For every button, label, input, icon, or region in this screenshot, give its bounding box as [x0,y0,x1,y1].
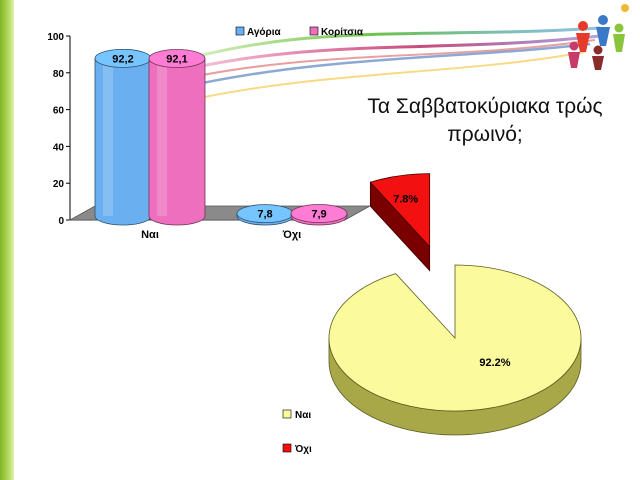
pie-legend-swatch-yes [282,409,292,419]
decorative-ribbons [149,26,601,101]
y-tick-label: 80 [53,69,65,80]
bar-boys-1: 7,8 [236,204,294,226]
bar-value-label: 7,8 [257,209,272,221]
bar-value-label: 92,2 [112,53,133,65]
bar-chart: 0 20 40 60 80 100 92,2 92,1 Ναι 7,8 7,9 Όχι Αγόρια… [47,26,372,241]
legend-label-boys: Αγόρια [247,27,281,38]
bar-chart-legend: Αγόρια Κορίτσια [235,26,364,38]
bar-body [148,58,206,226]
bar-highlight [157,58,167,217]
bar-chart-bars: 92,2 92,1 Ναι 7,8 7,9 Όχι [94,48,348,241]
y-tick-label: 40 [53,142,65,153]
pie-chart-slices: 92.2% 7.8% [328,173,582,436]
legend-label-girls: Κορίτσια [321,27,364,38]
pie-chart: 92.2% 7.8% Ναι Όχι [282,173,582,455]
slide-title: Τα Σαββατοκύριακα τρώς πρωινό; [340,93,630,149]
bar-value-label: 92,1 [166,54,187,66]
y-tick-label: 0 [58,216,64,227]
pie-legend-label-yes: Ναι [295,410,311,421]
x-category-label: Ναι [141,229,159,241]
bar-top [290,204,348,223]
pie-legend-swatch-no [282,443,292,453]
pie-slice-yes: 92.2% [328,264,582,436]
y-tick-label: 60 [53,106,65,117]
legend-swatch-girls [309,26,319,36]
y-tick-label: 100 [47,32,64,43]
bar-value-label: 7,9 [311,208,326,220]
pie-value-label-yes: 92.2% [479,357,510,369]
x-category-label: Όχι [282,229,301,241]
bar-boys-0: 92,2 [94,48,152,226]
slide-title-line2: πρωινό; [447,123,523,146]
pie-value-label-no: 7.8% [393,194,418,206]
bar-girls-1: 7,9 [290,204,348,226]
slide-title-line1: Τα Σαββατοκύριακα τρώς [367,95,603,118]
legend-swatch-boys [235,26,245,36]
decorative-side-stripe [0,0,14,480]
bar-top [148,49,206,68]
bar-highlight [103,58,113,216]
pie-slice-top [369,173,431,248]
decorative-people-logo [568,4,629,70]
bar-girls-0: 92,1 [148,49,206,226]
pie-chart-legend: Ναι Όχι [282,409,312,455]
pie-slice-no: 7.8% [369,173,431,272]
y-tick-label: 20 [53,179,65,190]
pie-slice-top [328,264,582,412]
pie-legend-label-no: Όχι [294,444,312,455]
